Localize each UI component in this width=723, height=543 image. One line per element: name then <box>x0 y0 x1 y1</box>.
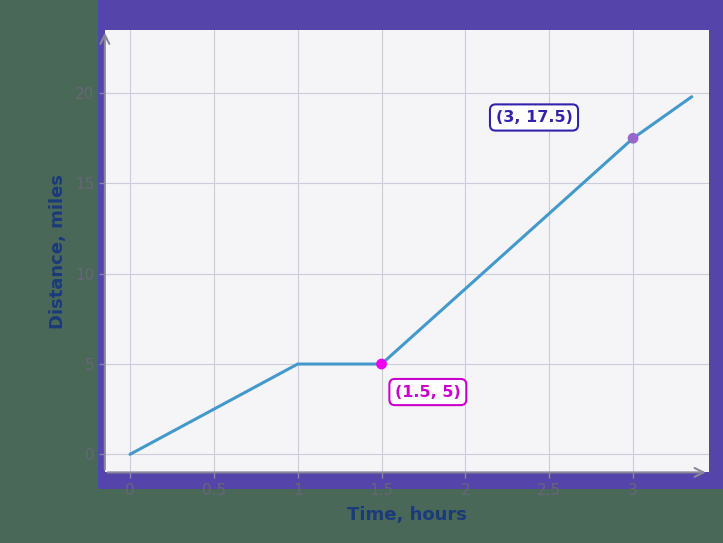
Text: (1.5, 5): (1.5, 5) <box>395 384 461 400</box>
Text: (3, 17.5): (3, 17.5) <box>495 110 573 125</box>
Point <box>628 134 639 143</box>
X-axis label: Time, hours: Time, hours <box>347 506 466 524</box>
Point <box>376 359 388 368</box>
Y-axis label: Distance, miles: Distance, miles <box>49 174 67 329</box>
